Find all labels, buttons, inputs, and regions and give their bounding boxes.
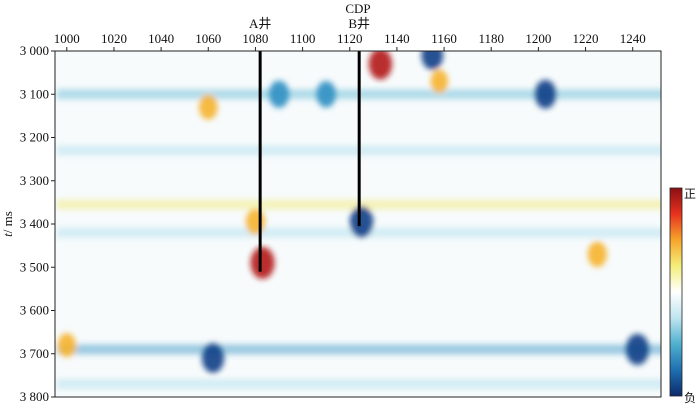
y-axis-title: t/ ms xyxy=(0,211,15,237)
amplitude-anomaly xyxy=(316,81,337,108)
y-tick-label: 3 300 xyxy=(20,173,49,188)
well-label: B井 xyxy=(348,16,370,31)
x-tick-label: 1240 xyxy=(620,31,646,46)
amplitude-anomaly xyxy=(421,51,444,70)
amplitude-anomaly xyxy=(368,51,393,80)
x-tick-label: 1220 xyxy=(573,31,599,46)
y-tick-label: 3 100 xyxy=(20,86,49,101)
x-tick-label: 1080 xyxy=(242,31,268,46)
x-tick-label: 1120 xyxy=(337,31,363,46)
x-tick-label: 1160 xyxy=(431,31,457,46)
colorbar-top-label: 正 xyxy=(684,187,696,201)
y-tick-label: 3 600 xyxy=(20,303,49,318)
x-tick-label: 1100 xyxy=(290,31,316,46)
y-axis-ticks: 3 000 3 100 3 200 3 300 3 400 3 500 3 600 3 700… xyxy=(20,43,55,404)
y-tick-label: 3 400 xyxy=(20,216,49,231)
x-axis-title: CDP xyxy=(345,1,370,16)
reflection-band xyxy=(56,89,661,100)
reflection-band xyxy=(56,344,661,355)
amplitude-anomaly xyxy=(201,343,225,373)
amplitude-anomaly xyxy=(250,246,275,279)
x-tick-label: 1180 xyxy=(478,31,504,46)
y-tick-label: 3 200 xyxy=(20,130,49,145)
x-tick-label: 1020 xyxy=(101,31,127,46)
y-axis-title-unit: / ms xyxy=(0,211,15,233)
amplitude-anomaly xyxy=(587,241,607,268)
x-tick-label: 1140 xyxy=(384,31,410,46)
reflection-band xyxy=(56,379,661,390)
x-tick-label: 1040 xyxy=(148,31,174,46)
wells: A井 B井 xyxy=(249,16,370,272)
well-label: A井 xyxy=(249,16,271,31)
plot-area: A井 B井 xyxy=(54,16,662,398)
amplitude-anomaly xyxy=(268,80,290,108)
x-tick-label: 1200 xyxy=(525,31,551,46)
amplitude-anomaly xyxy=(625,333,650,366)
amplitude-anomaly xyxy=(198,94,218,120)
y-tick-label: 3 700 xyxy=(20,346,49,361)
amplitude-anomaly xyxy=(57,333,76,358)
colorbar-gradient xyxy=(669,187,683,397)
amplitude-anomaly xyxy=(534,79,557,109)
amplitude-anomaly xyxy=(245,209,266,235)
colorbar-bottom-label: 负 xyxy=(684,391,696,405)
reflection-band xyxy=(56,145,661,156)
amplitude-anomaly xyxy=(349,206,374,238)
colorbar: 正 负 xyxy=(669,187,696,405)
y-axis-title-italic: t xyxy=(0,233,15,237)
amplitude-anomaly xyxy=(430,69,449,93)
y-tick-label: 3 500 xyxy=(20,259,49,274)
x-tick-label: 1000 xyxy=(54,31,80,46)
y-tick-label: 3 800 xyxy=(20,389,49,404)
x-axis-ticks: 1000 1020 1040 1060 1080 1100 1120 1140 1160 1180… xyxy=(54,31,646,51)
y-tick-label: 3 000 xyxy=(20,43,49,58)
x-tick-label: 1060 xyxy=(195,31,221,46)
